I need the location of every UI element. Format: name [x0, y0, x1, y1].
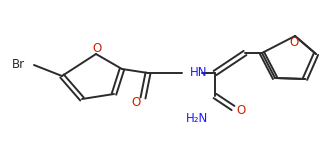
Text: Br: Br — [12, 58, 25, 71]
Text: O: O — [289, 37, 299, 50]
Text: O: O — [92, 42, 102, 55]
Text: O: O — [132, 96, 141, 109]
Text: HN: HN — [190, 66, 207, 79]
Text: O: O — [236, 103, 246, 117]
Text: H₂N: H₂N — [186, 112, 208, 125]
